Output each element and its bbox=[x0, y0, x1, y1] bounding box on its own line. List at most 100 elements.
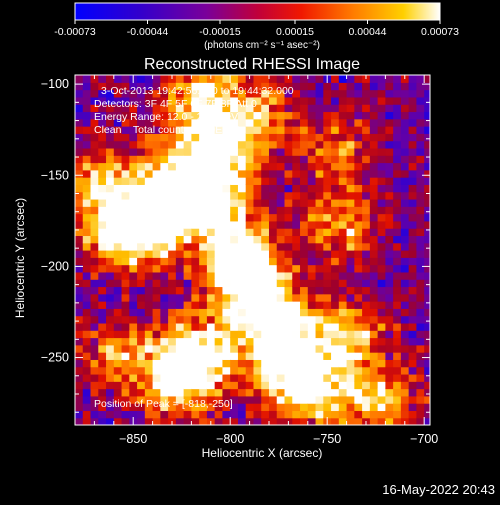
heatmap-cell bbox=[90, 104, 99, 113]
heatmap-cell bbox=[300, 162, 309, 171]
heatmap-cell bbox=[129, 198, 138, 207]
heatmap-cell bbox=[253, 388, 262, 397]
heatmap-cell bbox=[261, 75, 270, 83]
heatmap-cell bbox=[152, 118, 161, 127]
heatmap-cell bbox=[245, 330, 255, 339]
heatmap-cell bbox=[199, 264, 208, 273]
heatmap-cell bbox=[175, 242, 185, 251]
heatmap-cell bbox=[400, 279, 410, 288]
heatmap-cell bbox=[152, 308, 161, 317]
heatmap-cell bbox=[199, 359, 208, 368]
heatmap-cell bbox=[400, 250, 410, 258]
heatmap-cell bbox=[354, 257, 363, 266]
heatmap-cell bbox=[338, 395, 348, 404]
heatmap-cell bbox=[90, 366, 99, 375]
heatmap-cell bbox=[292, 82, 301, 91]
heatmap-cell bbox=[144, 198, 154, 207]
heatmap-cell bbox=[199, 337, 208, 346]
heatmap-cell bbox=[98, 381, 107, 390]
heatmap-cell bbox=[261, 301, 270, 309]
heatmap-cell bbox=[222, 104, 231, 113]
heatmap-cell bbox=[338, 82, 348, 91]
heatmap-cell bbox=[152, 344, 161, 353]
heatmap-cell bbox=[377, 191, 386, 200]
heatmap-cell bbox=[206, 366, 216, 375]
heatmap-cell bbox=[323, 133, 332, 142]
heatmap-cell bbox=[331, 403, 340, 412]
heatmap-cell bbox=[168, 279, 177, 288]
heatmap-cell bbox=[75, 118, 84, 127]
heatmap-cell bbox=[261, 403, 270, 412]
heatmap-cell bbox=[90, 82, 99, 91]
heatmap-cell bbox=[400, 89, 410, 98]
heatmap-cell bbox=[191, 155, 200, 164]
heatmap-cell bbox=[168, 293, 177, 302]
heatmap-cell bbox=[408, 308, 418, 317]
heatmap-cell bbox=[315, 126, 324, 134]
heatmap-cell bbox=[183, 242, 192, 251]
heatmap-cell bbox=[338, 104, 348, 113]
heatmap-cell bbox=[129, 301, 138, 309]
heatmap-cell bbox=[75, 133, 84, 142]
heatmap-cell bbox=[98, 82, 107, 91]
heatmap-cell bbox=[408, 147, 418, 156]
heatmap-cell bbox=[168, 373, 177, 382]
heatmap-cell bbox=[199, 366, 208, 375]
heatmap-cell bbox=[82, 286, 92, 295]
heatmap-cell bbox=[400, 403, 410, 412]
heatmap-cell bbox=[416, 82, 425, 91]
heatmap-cell bbox=[237, 322, 247, 331]
heatmap-cell bbox=[106, 82, 115, 91]
heatmap-cell bbox=[268, 395, 278, 404]
heatmap-cell bbox=[276, 337, 286, 346]
heatmap-cell bbox=[323, 198, 332, 207]
heatmap-cell bbox=[245, 133, 255, 142]
heatmap-cell bbox=[338, 264, 348, 273]
heatmap-cell bbox=[346, 82, 355, 91]
heatmap-cell bbox=[137, 206, 146, 215]
heatmap-cell bbox=[137, 184, 146, 193]
heatmap-cell bbox=[276, 366, 286, 375]
heatmap-cell bbox=[424, 89, 430, 98]
heatmap-cell bbox=[113, 75, 123, 83]
heatmap-cell bbox=[175, 301, 185, 309]
heatmap-cell bbox=[268, 75, 278, 83]
heatmap-cell bbox=[106, 75, 115, 83]
heatmap-cell bbox=[121, 403, 130, 412]
heatmap-cell bbox=[346, 315, 355, 324]
heatmap-cell bbox=[385, 198, 394, 207]
heatmap-cell bbox=[129, 235, 138, 244]
heatmap-cell bbox=[393, 118, 402, 127]
heatmap-cell bbox=[416, 250, 425, 258]
heatmap-cell bbox=[315, 162, 324, 171]
heatmap-cell bbox=[276, 250, 286, 258]
heatmap-cell bbox=[168, 308, 177, 317]
heatmap-cell bbox=[245, 220, 255, 229]
heatmap-cell bbox=[82, 330, 92, 339]
heatmap-cell bbox=[315, 169, 324, 178]
heatmap-cell bbox=[292, 177, 301, 185]
heatmap-cell bbox=[346, 96, 355, 105]
heatmap-cell bbox=[90, 111, 99, 120]
heatmap-cell bbox=[408, 198, 418, 207]
heatmap-cell bbox=[362, 169, 371, 178]
heatmap-cell bbox=[237, 271, 247, 280]
heatmap-cell bbox=[175, 366, 185, 375]
heatmap-cell bbox=[144, 315, 154, 324]
heatmap-cell bbox=[106, 315, 115, 324]
heatmap-cell bbox=[276, 286, 286, 295]
heatmap-cell bbox=[245, 322, 255, 331]
heatmap-cell bbox=[113, 198, 123, 207]
heatmap-cell bbox=[199, 82, 208, 91]
heatmap-cell bbox=[261, 410, 270, 419]
heatmap-cell bbox=[214, 133, 224, 142]
heatmap-cell bbox=[129, 330, 138, 339]
heatmap-cell bbox=[183, 140, 192, 149]
heatmap-cell bbox=[237, 177, 247, 185]
heatmap-cell bbox=[268, 191, 278, 200]
heatmap-cell bbox=[408, 250, 418, 258]
heatmap-cell bbox=[362, 337, 371, 346]
heatmap-cell bbox=[191, 293, 200, 302]
heatmap-cell bbox=[268, 140, 278, 149]
heatmap-cell bbox=[206, 242, 216, 251]
